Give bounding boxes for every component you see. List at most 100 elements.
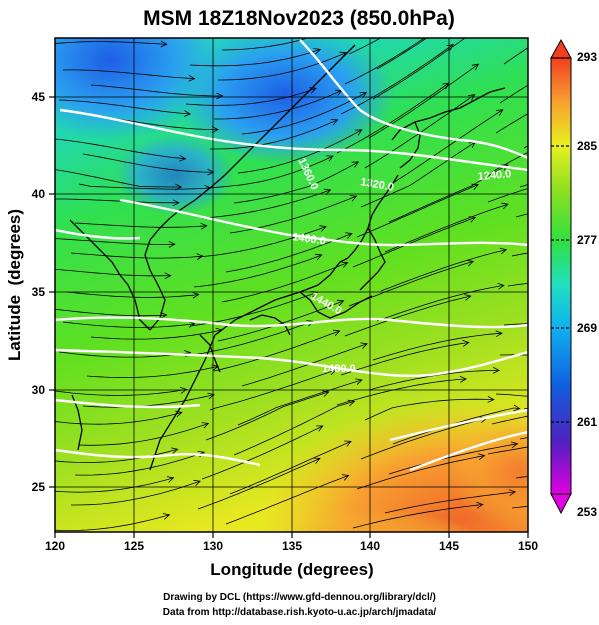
streamline-arrowhead <box>172 199 180 207</box>
y-tick-label: 30 <box>32 383 46 397</box>
streamline-arrowhead <box>306 320 314 327</box>
streamline <box>55 198 179 204</box>
colorbar-top-arrow <box>550 38 572 59</box>
streamline <box>503 47 528 65</box>
x-axis: 120 125 130 135 140 145 150 <box>45 532 538 553</box>
map-title: MSM 18Z18Nov2023 (850.0hPa) <box>143 7 455 30</box>
colorbar-tick-label: 253 <box>577 505 597 519</box>
streamline-arrowhead <box>179 387 188 394</box>
streamline <box>237 379 363 426</box>
graticule <box>55 38 528 532</box>
x-tick-label: 125 <box>124 539 144 553</box>
y-tick-label: 45 <box>32 90 46 104</box>
streamline-arrowhead <box>355 378 363 385</box>
streamline-arrowhead <box>459 376 467 383</box>
streamline-arrowhead <box>495 330 503 338</box>
streamline <box>78 423 209 446</box>
streamline <box>201 189 331 219</box>
streamline <box>360 141 476 208</box>
contour-label: 1320.0 <box>359 176 394 194</box>
streamline-arrowhead <box>183 110 192 117</box>
streamline-arrowhead <box>207 168 215 176</box>
streamline-arrowhead <box>496 109 504 116</box>
streamline-arrowhead <box>508 489 517 496</box>
colorbar: 293 285 277 269 261 253 <box>550 38 597 519</box>
streamline <box>491 415 528 425</box>
streamline <box>55 169 182 188</box>
streamline-arrowhead <box>499 247 508 255</box>
streamline <box>499 84 528 104</box>
streamline <box>340 44 454 115</box>
streamline <box>233 161 359 204</box>
streamline-arrowhead <box>497 283 505 290</box>
streamline <box>205 155 334 189</box>
y-tick-label: 25 <box>32 480 46 494</box>
colorbar-tick-label: 293 <box>577 50 597 64</box>
streamline <box>205 391 329 441</box>
streamline-arrowhead <box>349 195 358 202</box>
streamline <box>225 475 349 525</box>
streamline <box>491 151 528 173</box>
streamline <box>360 417 487 460</box>
streamline <box>237 129 362 174</box>
streamline-arrowhead <box>471 63 480 71</box>
streamline-arrowhead <box>466 259 475 267</box>
contour-label: 1480.0 <box>322 363 356 375</box>
streamline <box>352 504 483 529</box>
streamline <box>356 455 485 490</box>
colorbar-tick-label: 261 <box>577 415 597 429</box>
streamline <box>55 268 171 277</box>
streamline <box>55 308 167 317</box>
streamline <box>74 451 205 476</box>
streamline-arrowhead <box>359 92 368 99</box>
streamline <box>233 401 355 456</box>
streamline-arrowhead <box>319 225 327 232</box>
streamline-arrowhead <box>487 396 495 403</box>
streamline-arrowhead <box>513 404 521 412</box>
streamline <box>78 183 211 190</box>
streamline-arrowhead <box>355 129 363 136</box>
contour-label: 1400.0 <box>292 231 327 248</box>
y-axis: 25 30 35 40 45 <box>32 90 55 494</box>
streamline <box>495 113 528 134</box>
y-tick-label: 40 <box>32 187 46 201</box>
streamline <box>392 109 504 184</box>
streamline <box>495 393 528 397</box>
streamline <box>201 425 323 480</box>
streamline <box>55 389 187 396</box>
streamline <box>213 330 340 372</box>
streamline-arrowhead <box>471 183 480 190</box>
streamline <box>193 254 322 288</box>
streamline <box>368 63 479 139</box>
streamline-arrowhead <box>360 342 368 349</box>
streamline <box>90 84 223 97</box>
streamline-arrowhead <box>201 422 210 429</box>
streamline-arrowhead <box>492 367 500 374</box>
streamline <box>55 514 170 531</box>
streamline-arrowhead <box>192 291 200 299</box>
x-tick-label: 130 <box>203 539 223 553</box>
streamline <box>229 195 357 234</box>
streamline-arrowhead <box>344 440 352 447</box>
x-tick-label: 150 <box>518 539 538 553</box>
streamline <box>55 41 167 45</box>
streamline <box>376 285 504 322</box>
streamline-arrowhead <box>200 222 208 230</box>
streamline <box>55 477 174 493</box>
streamline-arrowhead <box>196 253 204 260</box>
streamline <box>503 323 528 326</box>
streamline-arrowhead <box>313 48 322 55</box>
streamline-arrowhead <box>464 294 472 301</box>
streamline-arrowhead <box>332 329 341 337</box>
streamline-arrowhead <box>188 74 196 82</box>
streamline <box>221 262 348 303</box>
streamline <box>82 153 214 173</box>
colorbar-tick-label: 277 <box>577 233 597 247</box>
streamline <box>70 252 203 259</box>
streamline <box>536 0 599 49</box>
streamline <box>348 38 382 55</box>
colorbar-scale <box>550 57 572 495</box>
streamline <box>241 343 368 387</box>
streamline-arrowhead <box>329 368 337 376</box>
